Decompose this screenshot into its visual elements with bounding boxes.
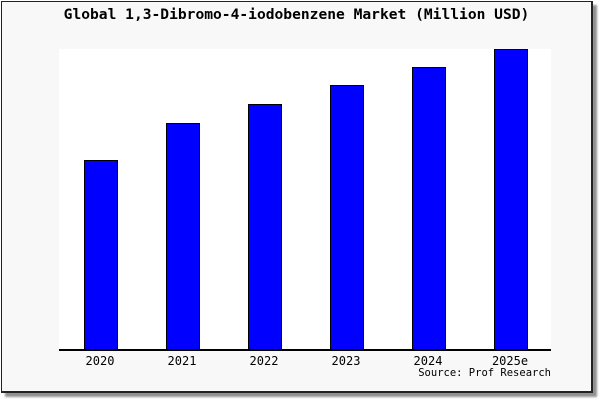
bar-2023 [330, 85, 364, 349]
chart-frame: Global 1,3-Dibromo-4-iodobenzene Market … [1, 1, 593, 393]
x-tick-label-2025e: 2025e [491, 354, 529, 368]
bar-2020 [84, 160, 118, 349]
bar-2025e [494, 49, 528, 349]
bar-2021 [166, 123, 200, 349]
x-tick-label-2020: 2020 [85, 354, 115, 368]
x-axis-labels: 2020 2021 2022 2023 2024 2025e [59, 354, 551, 368]
x-tick-label-2022: 2022 [249, 354, 279, 368]
x-tick-label-2021: 2021 [167, 354, 197, 368]
plot-area [59, 49, 551, 351]
bar-2022 [248, 104, 282, 349]
x-tick-label-2024: 2024 [413, 354, 443, 368]
x-tick-label-2023: 2023 [331, 354, 361, 368]
bar-2024 [412, 67, 446, 349]
chart-title: Global 1,3-Dibromo-4-iodobenzene Market … [63, 6, 530, 23]
source-credit: Source: Prof Research [418, 367, 551, 379]
